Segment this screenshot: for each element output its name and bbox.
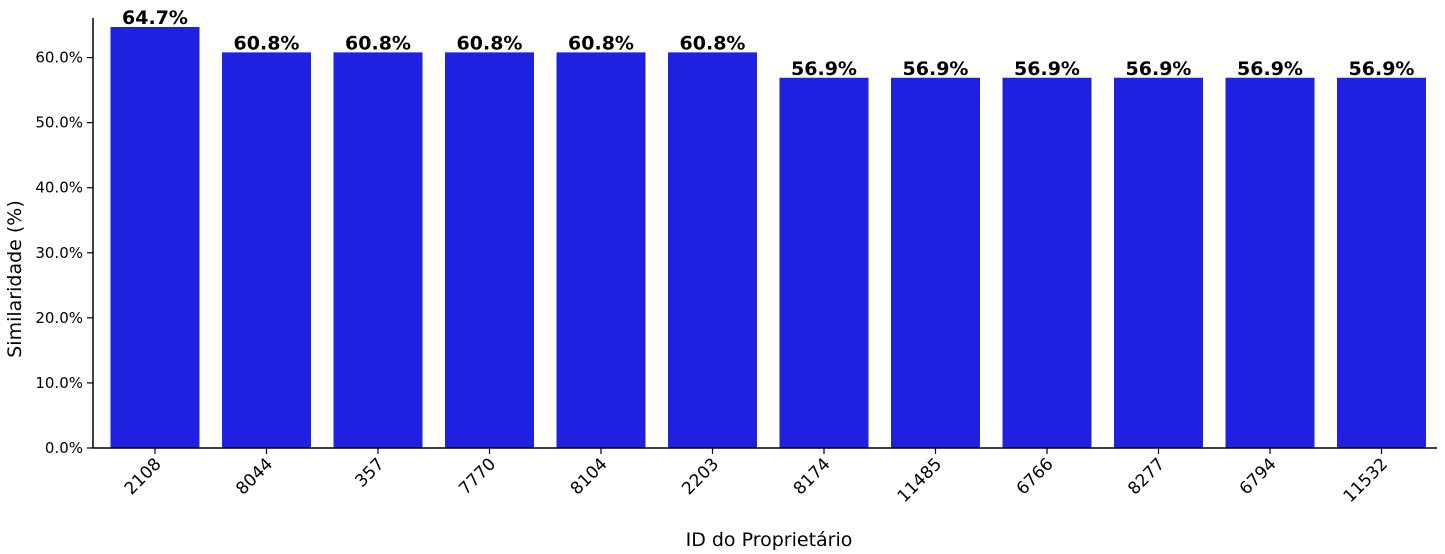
data-labels-group: 64.7% 60.8% 60.8% 60.8% 60.8% 60.8% 56.9% 56.9%… [122,7,1414,80]
x-tick-label-11532: 11532 [1340,454,1392,506]
bar-value-label-7770: 60.8% [457,32,523,54]
y-ticks-group: 0.0% 10.0% 20.0% 30.0% 40.0% 50.0% 60.0% [35,49,93,457]
bar-8277 [1114,77,1203,449]
bar-8174 [779,77,869,449]
bar-value-label-8174: 56.9% [791,58,857,80]
y-tick-label: 30.0% [35,244,83,262]
bar-8104 [556,52,646,448]
bar-11485 [891,77,980,449]
bar-value-label-8277: 56.9% [1126,58,1192,80]
x-tick-label-2108: 2108 [121,454,166,499]
x-tick-label-6766: 6766 [1013,454,1058,499]
x-tick-label-8044: 8044 [232,454,277,499]
bar-value-label-2108: 64.7% [122,7,188,29]
bar-11532 [1337,77,1426,449]
bar-value-label-357: 60.8% [345,32,411,54]
bar-2203 [668,52,757,448]
x-tick-label-8277: 8277 [1124,454,1169,499]
bar-7770 [445,52,534,448]
bar-value-label-8104: 60.8% [568,32,634,54]
bar-2108 [110,27,200,448]
bar-8044 [222,52,311,448]
bar-value-label-2203: 60.8% [680,32,746,54]
y-tick-label: 60.0% [35,49,83,67]
x-tick-label-7770: 7770 [455,454,500,499]
y-tick-label: 0.0% [45,439,83,457]
bar-357 [333,52,423,448]
y-axis-title: Similaridade (%) [4,200,26,358]
x-tick-label-357: 357 [351,454,388,491]
bar-value-label-8044: 60.8% [234,32,300,54]
x-tick-label-8104: 8104 [567,454,612,499]
bar-value-label-6766: 56.9% [1014,58,1080,80]
y-tick-label: 50.0% [35,114,83,132]
y-tick-label: 40.0% [35,179,83,197]
y-tick-label: 20.0% [35,309,83,327]
bar-value-label-6794: 56.9% [1237,58,1303,80]
x-tick-label-8174: 8174 [790,454,835,499]
bar-value-label-11485: 56.9% [903,58,969,80]
x-tick-label-2203: 2203 [678,454,723,499]
bar-value-label-11532: 56.9% [1349,58,1415,80]
y-tick-label: 10.0% [35,374,83,392]
bar-6766 [1002,77,1092,449]
x-axis-title: ID do Proprietário [686,529,853,551]
bar-6794 [1225,77,1315,449]
bars-group [110,27,1426,449]
x-ticks-group: 2108 8044 357 7770 8104 2203 8174 11485 6766 8277… [121,448,1392,507]
x-tick-label-6794: 6794 [1236,454,1281,499]
x-tick-label-11485: 11485 [894,454,946,506]
